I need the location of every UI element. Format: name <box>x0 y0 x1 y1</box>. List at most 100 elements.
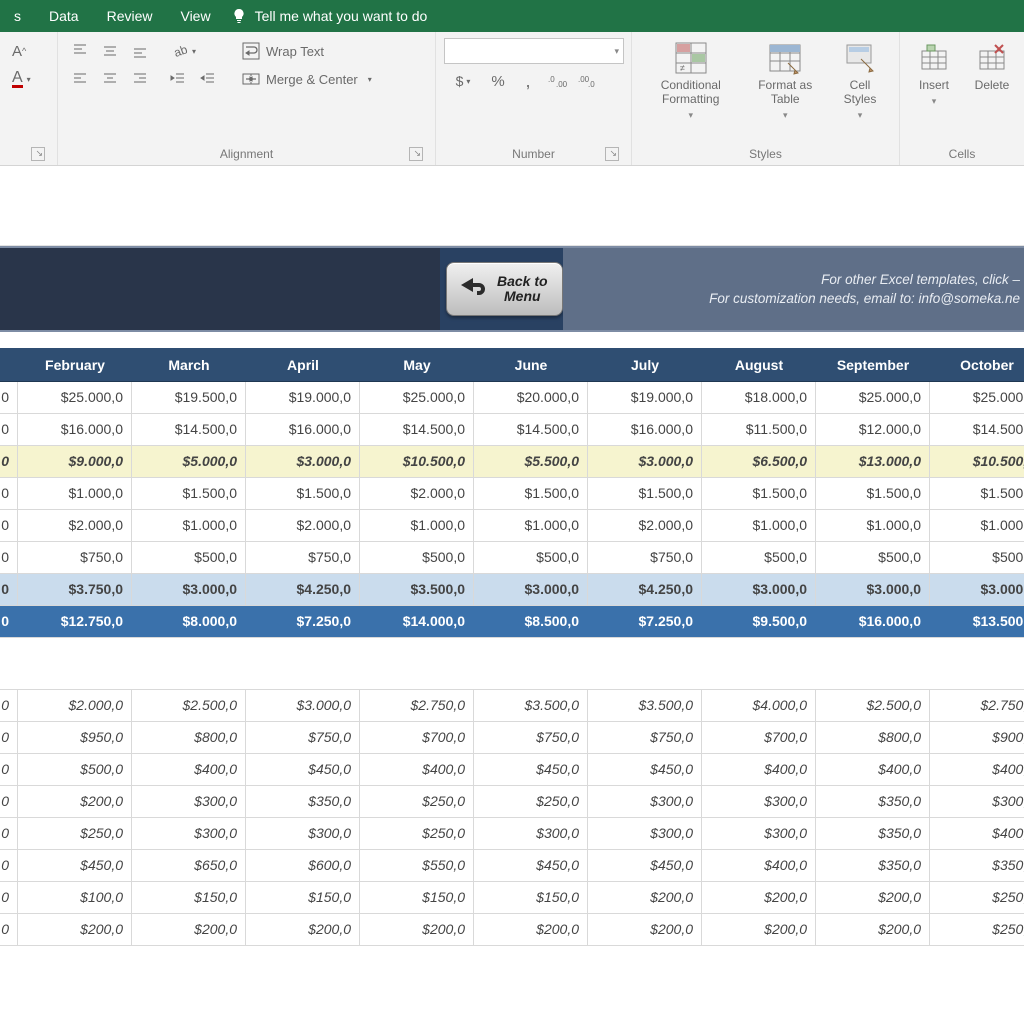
table-row[interactable]: 0$750,0$500,0$750,0$500,0$500,0$750,0$50… <box>0 542 1024 574</box>
data-cell[interactable]: $2.000,0 <box>588 510 702 541</box>
decrease-decimal-button[interactable]: .00.0 <box>574 68 602 94</box>
data-cell[interactable]: $200,0 <box>588 882 702 913</box>
data-cell[interactable]: $200,0 <box>132 914 246 945</box>
font-group-launcher[interactable]: ↘ <box>31 147 45 161</box>
data-cell[interactable]: $700,0 <box>360 722 474 753</box>
data-cell[interactable]: $2.750,0 <box>360 690 474 721</box>
data-cell[interactable]: $1.500,0 <box>930 478 1024 509</box>
data-cell[interactable]: $3.500,0 <box>474 690 588 721</box>
data-cell[interactable]: $800,0 <box>816 722 930 753</box>
row-first-cell[interactable]: 0 <box>0 574 18 605</box>
data-cell[interactable]: $500,0 <box>360 542 474 573</box>
data-cell[interactable]: $1.500,0 <box>588 478 702 509</box>
increase-decimal-button[interactable]: .0.00 <box>544 68 572 94</box>
data-cell[interactable]: $400,0 <box>360 754 474 785</box>
data-cell[interactable]: $200,0 <box>474 914 588 945</box>
comma-format-button[interactable]: , <box>514 68 542 94</box>
data-cell[interactable]: $350,0 <box>930 850 1024 881</box>
data-cell[interactable]: $350,0 <box>816 786 930 817</box>
data-cell[interactable]: $3.000,0 <box>246 446 360 477</box>
data-cell[interactable]: $250,0 <box>18 818 132 849</box>
data-cell[interactable]: $200,0 <box>816 914 930 945</box>
data-cell[interactable]: $200,0 <box>588 914 702 945</box>
data-cell[interactable]: $250,0 <box>930 882 1024 913</box>
data-cell[interactable]: $150,0 <box>246 882 360 913</box>
data-cell[interactable]: $450,0 <box>246 754 360 785</box>
table-row[interactable]: 0$450,0$650,0$600,0$550,0$450,0$450,0$40… <box>0 850 1024 882</box>
data-cell[interactable]: $200,0 <box>246 914 360 945</box>
data-cell[interactable]: $600,0 <box>246 850 360 881</box>
data-cell[interactable]: $1.500,0 <box>246 478 360 509</box>
data-cell[interactable]: $250,0 <box>360 786 474 817</box>
increase-indent-button[interactable] <box>194 66 222 92</box>
align-bottom-button[interactable] <box>126 38 154 64</box>
data-cell[interactable]: $450,0 <box>474 850 588 881</box>
data-cell[interactable]: $1.000,0 <box>930 510 1024 541</box>
data-cell[interactable]: $400,0 <box>930 754 1024 785</box>
data-cell[interactable]: $200,0 <box>360 914 474 945</box>
data-cell[interactable]: $300,0 <box>702 786 816 817</box>
row-first-cell[interactable]: 0 <box>0 850 18 881</box>
table-row[interactable]: 0$9.000,0$5.000,0$3.000,0$10.500,0$5.500… <box>0 446 1024 478</box>
table-row[interactable]: 0$100,0$150,0$150,0$150,0$150,0$200,0$20… <box>0 882 1024 914</box>
row-first-cell[interactable]: 0 <box>0 690 18 721</box>
alignment-group-launcher[interactable]: ↘ <box>409 147 423 161</box>
data-cell[interactable]: $350,0 <box>816 818 930 849</box>
row-first-cell[interactable]: 0 <box>0 414 18 445</box>
data-cell[interactable]: $25.000,0 <box>816 382 930 413</box>
data-cell[interactable]: $400,0 <box>816 754 930 785</box>
data-cell[interactable]: $1.000,0 <box>816 510 930 541</box>
row-first-cell[interactable]: 0 <box>0 818 18 849</box>
data-cell[interactable]: $14.000,0 <box>360 606 474 637</box>
data-cell[interactable]: $6.500,0 <box>702 446 816 477</box>
data-cell[interactable]: $500,0 <box>474 542 588 573</box>
data-cell[interactable]: $750,0 <box>246 722 360 753</box>
data-cell[interactable]: $750,0 <box>474 722 588 753</box>
data-cell[interactable]: $750,0 <box>588 722 702 753</box>
data-cell[interactable]: $1.000,0 <box>474 510 588 541</box>
data-cell[interactable]: $18.000,0 <box>702 382 816 413</box>
ribbon-tab-partial[interactable]: s <box>0 0 35 32</box>
decrease-indent-button[interactable] <box>164 66 192 92</box>
data-cell[interactable]: $700,0 <box>702 722 816 753</box>
data-cell[interactable]: $10.500,0 <box>930 446 1024 477</box>
align-left-button[interactable] <box>66 66 94 92</box>
percent-format-button[interactable]: % <box>484 68 512 94</box>
row-first-cell[interactable]: 0 <box>0 754 18 785</box>
row-first-cell[interactable]: 0 <box>0 382 18 413</box>
data-cell[interactable]: $25.000,0 <box>18 382 132 413</box>
data-cell[interactable]: $1.500,0 <box>702 478 816 509</box>
table-row[interactable]: 0$1.000,0$1.500,0$1.500,0$2.000,0$1.500,… <box>0 478 1024 510</box>
data-cell[interactable]: $750,0 <box>588 542 702 573</box>
data-cell[interactable]: $150,0 <box>360 882 474 913</box>
data-cell[interactable]: $650,0 <box>132 850 246 881</box>
data-cell[interactable]: $300,0 <box>588 818 702 849</box>
row-first-cell[interactable]: 0 <box>0 882 18 913</box>
row-first-cell[interactable]: 0 <box>0 914 18 945</box>
data-cell[interactable]: $14.500,0 <box>474 414 588 445</box>
table-row[interactable]: 0$950,0$800,0$750,0$700,0$750,0$750,0$70… <box>0 722 1024 754</box>
data-cell[interactable]: $3.000,0 <box>930 574 1024 605</box>
data-cell[interactable]: $1.000,0 <box>132 510 246 541</box>
data-cell[interactable]: $16.000,0 <box>588 414 702 445</box>
data-cell[interactable]: $500,0 <box>930 542 1024 573</box>
data-cell[interactable]: $14.500,0 <box>132 414 246 445</box>
data-cell[interactable]: $1.000,0 <box>18 478 132 509</box>
cell-styles-button[interactable]: Cell Styles ▾ <box>829 38 891 122</box>
data-cell[interactable]: $400,0 <box>702 754 816 785</box>
format-as-table-button[interactable]: Format as Table ▾ <box>747 38 823 122</box>
data-cell[interactable]: $400,0 <box>930 818 1024 849</box>
data-cell[interactable]: $5.000,0 <box>132 446 246 477</box>
row-first-cell[interactable]: 0 <box>0 786 18 817</box>
table-row[interactable]: 0$2.000,0$1.000,0$2.000,0$1.000,0$1.000,… <box>0 510 1024 542</box>
data-cell[interactable]: $2.500,0 <box>132 690 246 721</box>
table-row[interactable]: 0$3.750,0$3.000,0$4.250,0$3.500,0$3.000,… <box>0 574 1024 606</box>
data-cell[interactable]: $19.000,0 <box>246 382 360 413</box>
number-format-combobox[interactable]: ▾ <box>444 38 624 64</box>
data-cell[interactable]: $16.000,0 <box>246 414 360 445</box>
data-cell[interactable]: $200,0 <box>18 914 132 945</box>
data-cell[interactable]: $2.750,0 <box>930 690 1024 721</box>
data-cell[interactable]: $300,0 <box>930 786 1024 817</box>
data-cell[interactable]: $750,0 <box>18 542 132 573</box>
data-cell[interactable]: $2.000,0 <box>360 478 474 509</box>
